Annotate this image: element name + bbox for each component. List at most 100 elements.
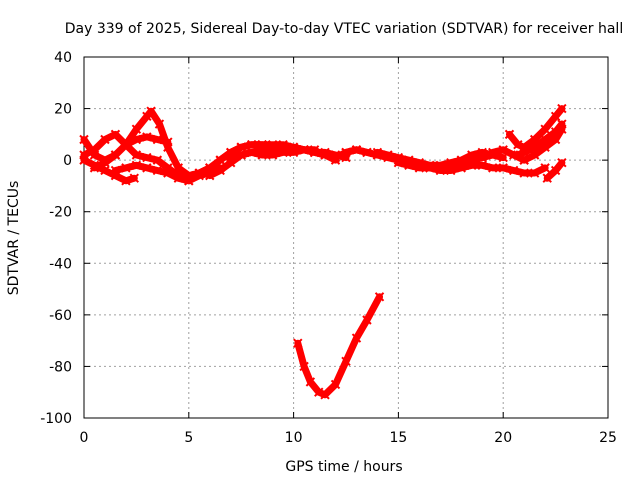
data-point [152, 155, 163, 165]
data-point [121, 139, 131, 150]
y-tick-label: 0 [63, 153, 72, 169]
data-point [121, 163, 131, 173]
data-point [215, 155, 225, 165]
data-point [341, 356, 351, 366]
data-point [435, 165, 446, 176]
data-point [550, 165, 561, 176]
data-point [314, 387, 324, 397]
chart-title: Day 339 of 2025, Sidereal Day-to-day VTE… [65, 21, 623, 37]
series-line [294, 293, 383, 399]
series-layer [79, 103, 567, 400]
axis-ticks: 0 5 10 15 20 25 -100 -80 -60 -40 -20 0 20 40 [40, 50, 617, 446]
x-tick-label: 15 [389, 430, 407, 446]
y-tick-label: -60 [49, 308, 72, 324]
series-arc-q [519, 124, 567, 165]
data-point [488, 147, 498, 158]
data-point [110, 129, 121, 140]
data-point [142, 152, 152, 163]
data-point [414, 163, 425, 173]
data-point [267, 139, 278, 150]
data-point [309, 147, 320, 158]
data-point [557, 103, 567, 114]
data-point [540, 163, 550, 173]
data-point [425, 163, 435, 173]
x-axis-title: GPS time / hours [285, 459, 402, 475]
x-tick-label: 20 [494, 430, 512, 446]
y-axis-title: SDTVAR / TECUs [6, 181, 22, 296]
data-point [404, 160, 414, 171]
data-point [236, 150, 246, 160]
series-arc-j [293, 292, 385, 400]
data-point [477, 152, 487, 163]
y-tick-label: 40 [54, 50, 72, 66]
data-point [341, 147, 351, 158]
data-point [257, 150, 267, 160]
data-point [351, 333, 362, 343]
data-point [383, 150, 393, 160]
data-point [529, 150, 540, 160]
y-tick-label: -80 [49, 359, 72, 375]
data-point [362, 315, 372, 325]
data-point [519, 168, 529, 178]
data-point [477, 160, 487, 171]
data-point [550, 134, 561, 145]
data-point [498, 163, 508, 173]
data-point [257, 139, 267, 150]
data-point [488, 163, 498, 173]
data-point [393, 158, 404, 168]
data-point [519, 155, 529, 165]
data-point [513, 139, 523, 150]
data-point [557, 158, 567, 168]
data-point [550, 111, 561, 122]
y-tick-label: -20 [49, 205, 72, 221]
data-point [194, 168, 204, 178]
data-point [152, 134, 163, 145]
data-point [557, 124, 567, 134]
series-arc-p [513, 119, 567, 160]
data-point [456, 158, 466, 168]
data-point [131, 160, 142, 171]
data-point [100, 134, 110, 145]
x-tick-label: 5 [184, 430, 193, 446]
data-point [529, 168, 540, 178]
data-point [131, 134, 142, 145]
data-point [79, 150, 89, 160]
data-point [142, 163, 152, 173]
data-point [100, 158, 110, 168]
data-point [163, 137, 173, 147]
data-point [142, 132, 152, 142]
data-point [330, 379, 341, 390]
data-point [540, 124, 550, 134]
x-tick-label: 10 [285, 430, 303, 446]
data-point [504, 129, 515, 140]
data-point [299, 361, 309, 372]
data-point [236, 142, 246, 152]
data-point [131, 124, 142, 134]
data-point [288, 147, 299, 158]
data-point [498, 145, 508, 155]
data-point [226, 152, 236, 163]
data-point [542, 173, 552, 183]
y-tick-label: 20 [54, 102, 72, 118]
data-point [154, 119, 165, 129]
data-point [351, 145, 362, 155]
y-tick-label: -40 [49, 256, 72, 272]
data-point [305, 377, 316, 387]
plot-frame [83, 56, 609, 419]
data-point [146, 106, 156, 116]
data-point [293, 338, 303, 348]
data-point [129, 173, 140, 183]
data-point [131, 150, 142, 160]
data-point [299, 145, 309, 155]
series-arc-b [79, 155, 140, 186]
data-point [278, 147, 288, 158]
data-point [163, 168, 173, 178]
data-point [215, 165, 225, 176]
data-point [79, 134, 89, 145]
data-point [278, 139, 288, 150]
data-point [246, 139, 257, 150]
data-point [540, 142, 550, 152]
x-tick-label: 25 [599, 430, 617, 446]
data-point [508, 165, 519, 176]
